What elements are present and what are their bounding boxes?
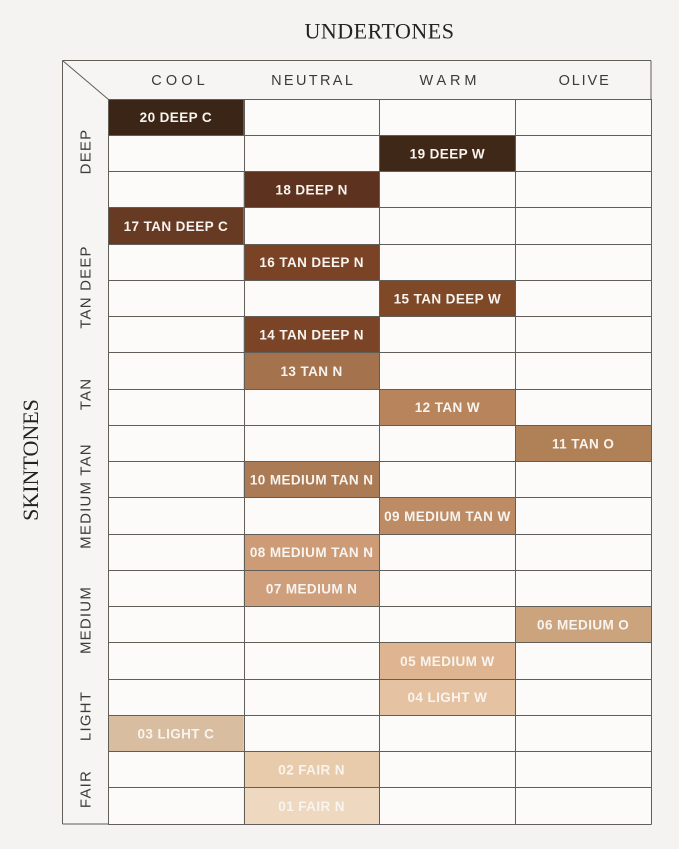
- svg-text:20 DEEP C: 20 DEEP C: [140, 110, 212, 125]
- svg-text:FAIR: FAIR: [78, 770, 95, 808]
- svg-text:06 MEDIUM O: 06 MEDIUM O: [537, 618, 629, 633]
- svg-text:01 FAIR N: 01 FAIR N: [278, 799, 345, 814]
- svg-text:TAN: TAN: [78, 378, 95, 411]
- svg-text:04 LIGHT W: 04 LIGHT W: [407, 690, 487, 705]
- svg-text:08 MEDIUM TAN N: 08 MEDIUM TAN N: [250, 545, 374, 560]
- svg-text:07 MEDIUM N: 07 MEDIUM N: [266, 581, 357, 596]
- svg-text:13 TAN N: 13 TAN N: [281, 364, 343, 379]
- svg-text:MEDIUM TAN: MEDIUM TAN: [78, 443, 95, 549]
- svg-text:LIGHT: LIGHT: [78, 691, 95, 741]
- svg-text:MEDIUM: MEDIUM: [78, 586, 95, 654]
- svg-text:17 TAN DEEP C: 17 TAN DEEP C: [124, 219, 228, 234]
- svg-text:NEUTRAL: NEUTRAL: [271, 73, 355, 89]
- svg-text:OLIVE: OLIVE: [559, 73, 611, 89]
- svg-text:10 MEDIUM TAN N: 10 MEDIUM TAN N: [250, 473, 374, 488]
- svg-text:18 DEEP N: 18 DEEP N: [275, 183, 347, 198]
- svg-text:12 TAN W: 12 TAN W: [415, 400, 480, 415]
- svg-text:03 LIGHT C: 03 LIGHT C: [137, 726, 214, 741]
- svg-text:05 MEDIUM W: 05 MEDIUM W: [400, 654, 494, 669]
- svg-text:COOL: COOL: [151, 73, 209, 89]
- svg-text:09 MEDIUM TAN W: 09 MEDIUM TAN W: [384, 509, 511, 524]
- svg-text:TAN DEEP: TAN DEEP: [78, 245, 95, 329]
- svg-text:19 DEEP W: 19 DEEP W: [410, 146, 485, 161]
- svg-text:WARM: WARM: [420, 73, 481, 89]
- svg-text:SKINTONES: SKINTONES: [18, 399, 43, 521]
- svg-text:14 TAN DEEP N: 14 TAN DEEP N: [259, 328, 363, 343]
- svg-text:11 TAN O: 11 TAN O: [552, 436, 614, 451]
- svg-text:UNDERTONES: UNDERTONES: [305, 18, 455, 43]
- svg-text:16 TAN DEEP N: 16 TAN DEEP N: [259, 255, 363, 270]
- svg-text:02 FAIR N: 02 FAIR N: [278, 763, 345, 778]
- svg-text:DEEP: DEEP: [78, 129, 95, 175]
- svg-text:15 TAN DEEP W: 15 TAN DEEP W: [394, 291, 501, 306]
